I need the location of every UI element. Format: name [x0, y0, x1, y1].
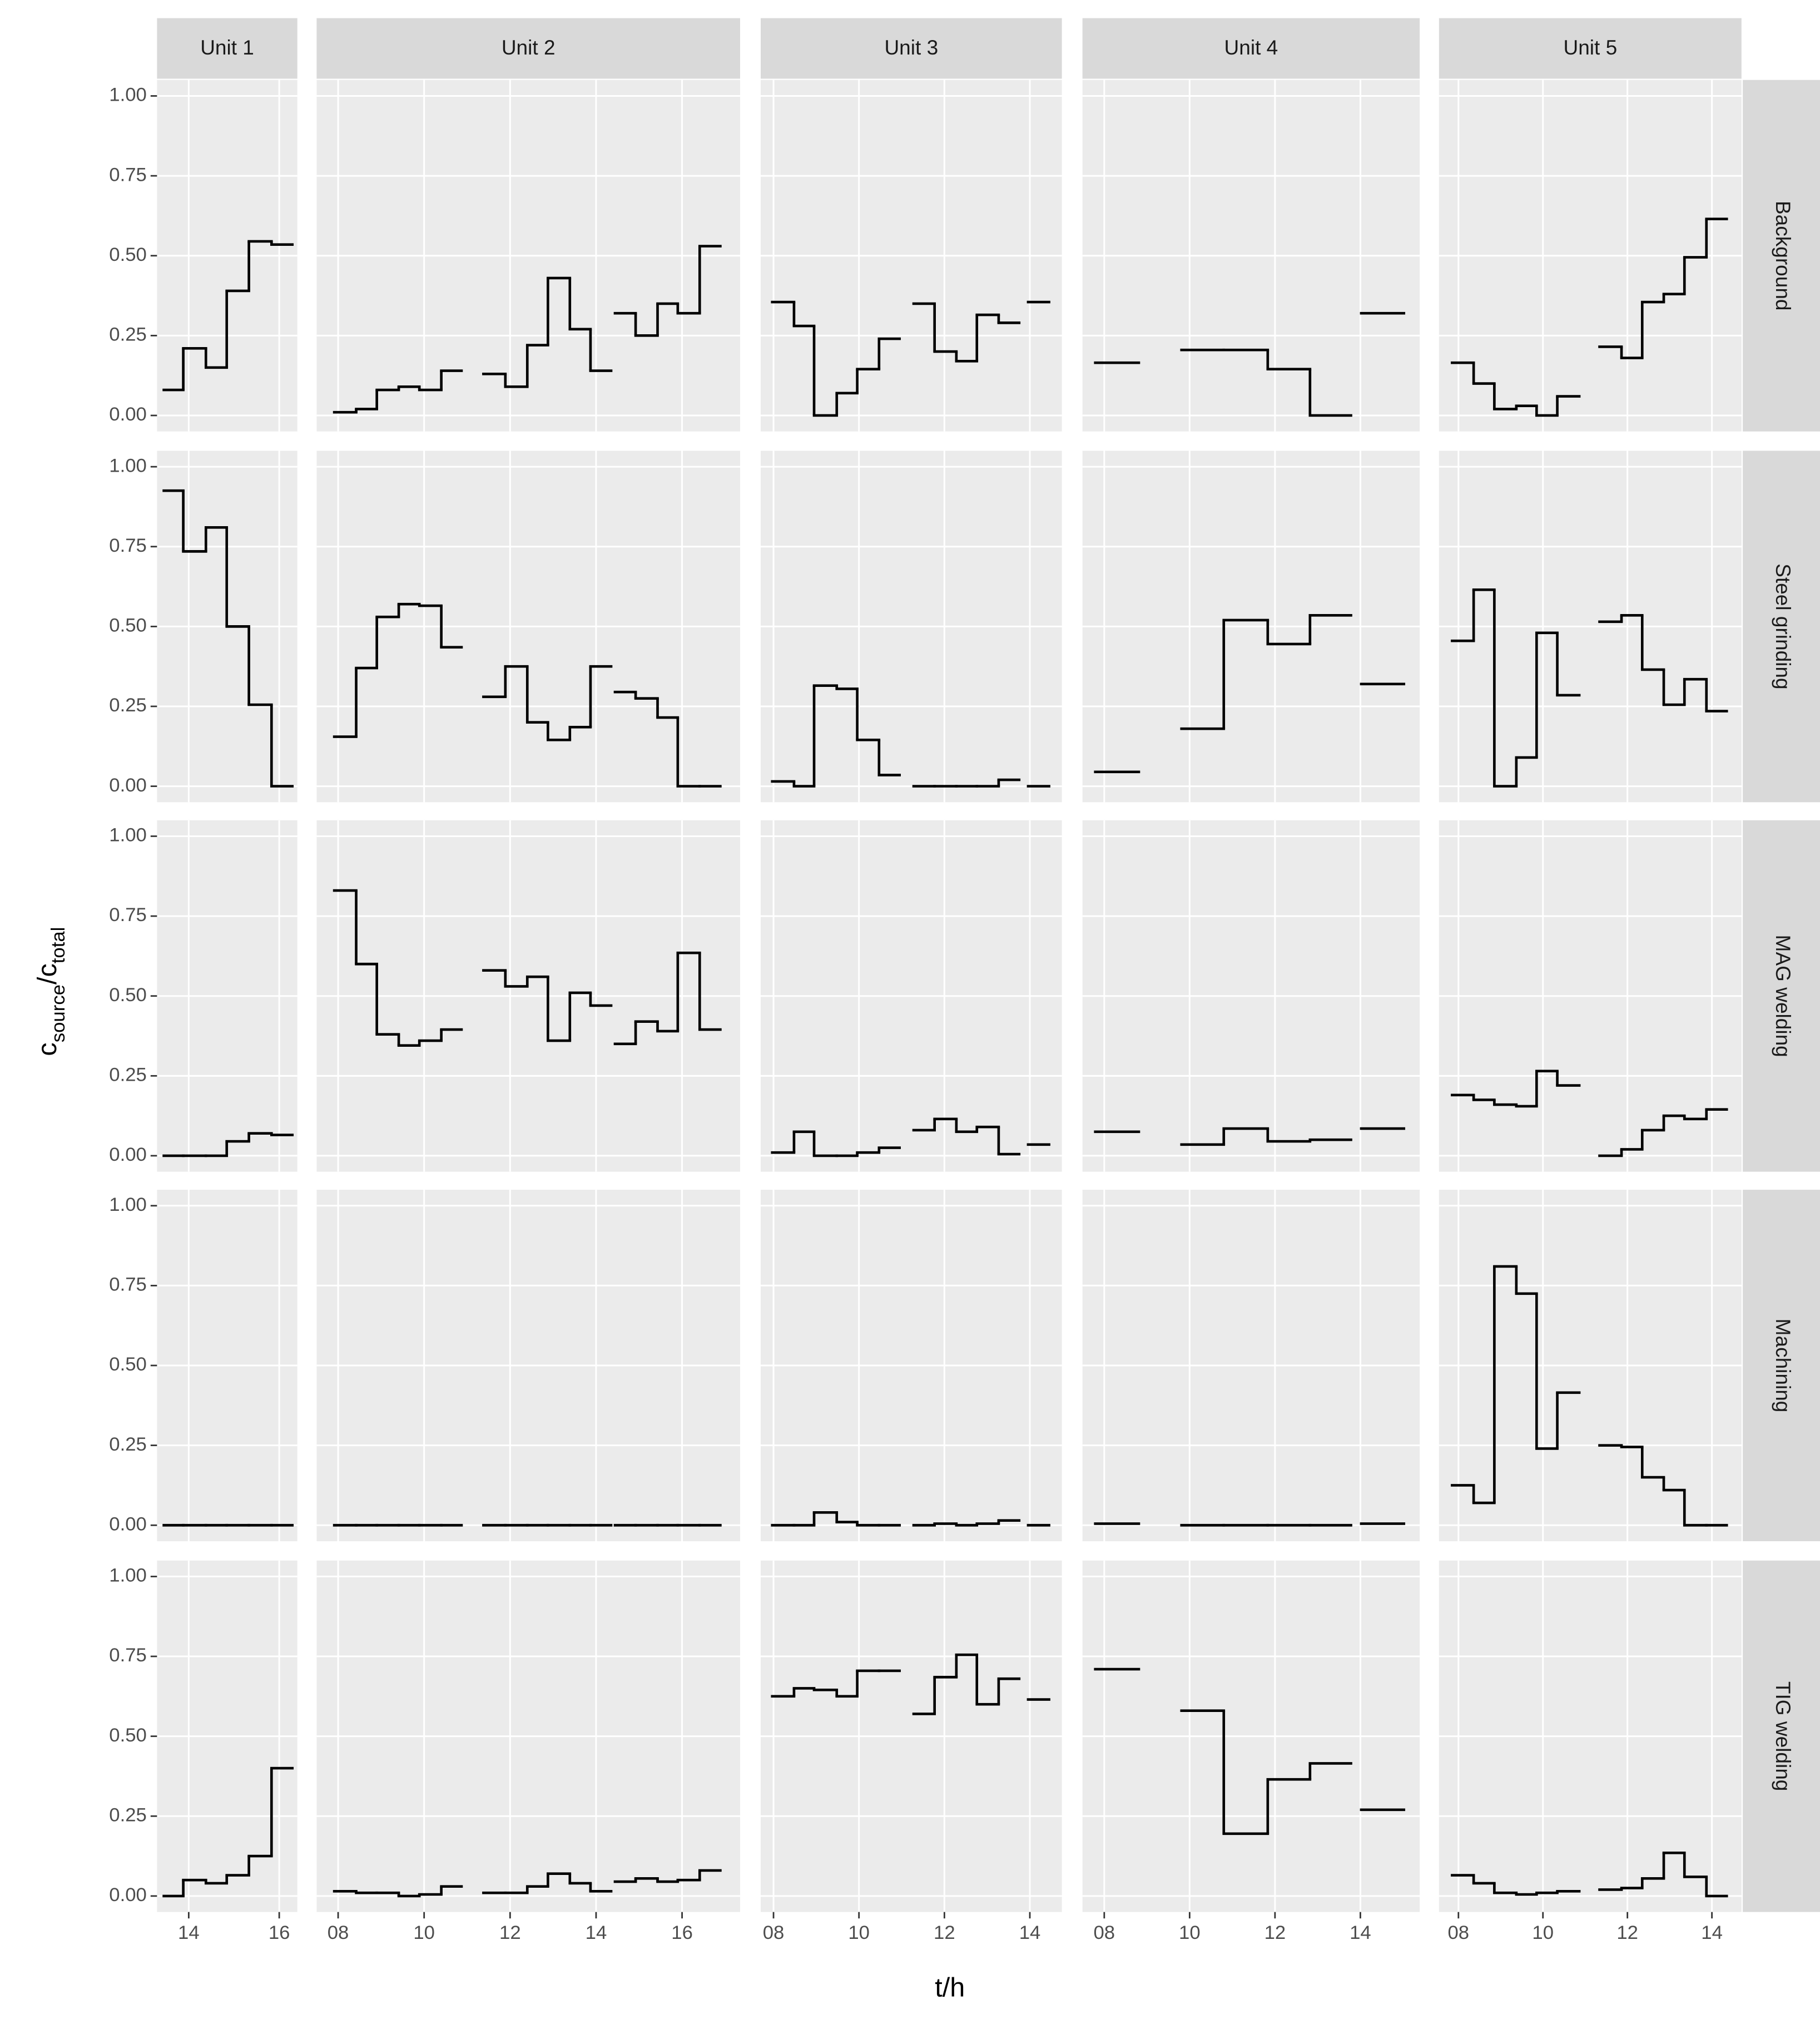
row-strip [1743, 1560, 1820, 1912]
y-tick-label: 0.75 [109, 1645, 147, 1666]
y-tick-label: 0.25 [109, 695, 147, 716]
y-tick-label: 1.00 [109, 825, 147, 846]
x-tick-label: 14 [1701, 1922, 1723, 1943]
column-strip-label: Unit 1 [200, 36, 254, 59]
y-tick-label: 0.25 [109, 1434, 147, 1455]
y-axis-title-subscript: source [48, 984, 69, 1042]
row-strip-label: Steel grinding [1772, 563, 1795, 689]
y-axis-title: csource/ctotal [32, 927, 69, 1056]
y-tick-label: 0.75 [109, 904, 147, 926]
column-strip-label: Unit 3 [884, 36, 938, 59]
y-tick-label: 1.00 [109, 455, 147, 476]
y-tick-label: 0.00 [109, 1144, 147, 1165]
y-tick-label: 1.00 [109, 85, 147, 106]
y-axis-title-subscript: total [48, 927, 69, 964]
y-tick-label: 0.00 [109, 404, 147, 425]
x-tick-label: 16 [671, 1922, 693, 1943]
y-tick-label: 0.00 [109, 1884, 147, 1906]
y-tick-label: 0.00 [109, 775, 147, 796]
x-tick-label: 08 [1094, 1922, 1115, 1943]
y-tick-label: 0.75 [109, 164, 147, 185]
x-tick-label: 10 [1179, 1922, 1201, 1943]
y-axis-title-part: / [32, 977, 62, 984]
x-tick-label: 14 [1350, 1922, 1371, 1943]
row-strip-label: Machining [1772, 1319, 1795, 1413]
x-tick-label: 14 [178, 1922, 200, 1943]
x-tick-label: 08 [328, 1922, 349, 1943]
x-tick-label: 14 [586, 1922, 607, 1943]
x-axis-title: t/h [935, 1972, 965, 2002]
y-tick-label: 0.50 [109, 1354, 147, 1375]
x-tick-label: 08 [763, 1922, 785, 1943]
column-strip [1082, 18, 1420, 79]
x-tick-label: 12 [1616, 1922, 1638, 1943]
y-tick-label: 0.25 [109, 324, 147, 345]
row-strip [1743, 820, 1820, 1172]
y-tick-label: 1.00 [109, 1194, 147, 1215]
y-tick-label: 0.50 [109, 1725, 147, 1746]
x-tick-label: 08 [1447, 1922, 1469, 1943]
row-strip [1743, 1190, 1820, 1541]
y-tick-label: 0.75 [109, 535, 147, 556]
row-strip-label: TIG welding [1772, 1681, 1795, 1791]
y-tick-label: 0.50 [109, 984, 147, 1006]
x-tick-label: 12 [1264, 1922, 1286, 1943]
column-strip [1439, 18, 1742, 79]
column-strip [760, 18, 1062, 79]
column-strip [316, 18, 740, 79]
row-strip-label: MAG welding [1772, 935, 1795, 1057]
row-strip [1743, 451, 1820, 803]
row-strip [1743, 80, 1820, 432]
x-tick-label: 12 [934, 1922, 955, 1943]
x-tick-label: 10 [1532, 1922, 1554, 1943]
y-tick-label: 0.50 [109, 615, 147, 636]
column-strip-label: Unit 5 [1563, 36, 1617, 59]
x-tick-label: 14 [1019, 1922, 1041, 1943]
y-tick-label: 0.25 [109, 1064, 147, 1085]
y-tick-label: 0.00 [109, 1513, 147, 1535]
row-strip-label: Background [1772, 201, 1795, 311]
y-tick-label: 0.50 [109, 244, 147, 265]
y-axis-title-part: c [32, 1042, 62, 1056]
x-tick-label: 10 [848, 1922, 870, 1943]
column-strip [157, 18, 297, 79]
column-strip-label: Unit 2 [502, 36, 556, 59]
y-tick-label: 0.25 [109, 1804, 147, 1825]
y-tick-label: 1.00 [109, 1565, 147, 1586]
y-tick-label: 0.75 [109, 1274, 147, 1295]
x-tick-label: 12 [499, 1922, 521, 1943]
y-axis-title-part: c [32, 963, 62, 977]
column-strip-label: Unit 4 [1224, 36, 1278, 59]
x-tick-label: 10 [413, 1922, 435, 1943]
x-tick-label: 16 [269, 1922, 290, 1943]
